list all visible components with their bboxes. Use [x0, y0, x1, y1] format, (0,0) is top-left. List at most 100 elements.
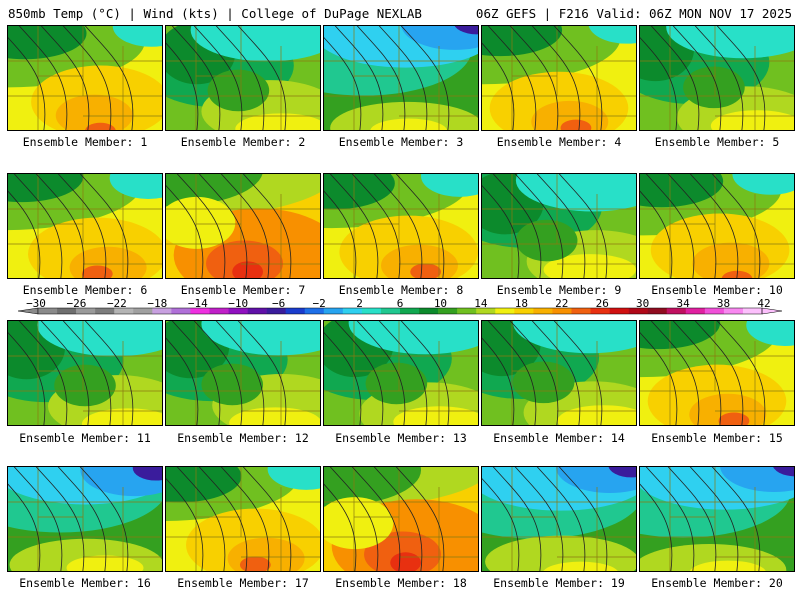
colorbar-tick-label: −14 [187, 297, 208, 310]
colorbar-segment [495, 308, 515, 314]
temperature-contour-fill [85, 122, 116, 130]
colorbar-segment [438, 308, 458, 314]
colorbar-segment [361, 308, 382, 314]
temperature-field [324, 467, 478, 571]
ensemble-member-panel[interactable] [323, 320, 479, 426]
temperature-contour-fill [410, 263, 442, 278]
temperature-contour-fill [166, 196, 236, 249]
state-boundaries [8, 26, 162, 130]
ensemble-member-panel[interactable] [165, 320, 321, 426]
temperature-contour-fill [531, 100, 609, 130]
colorbar-segment [704, 308, 725, 314]
temperature-contour-fill [710, 110, 794, 130]
ensemble-member-label: Ensemble Member: 2 [180, 135, 306, 149]
ensemble-member-panel[interactable] [165, 173, 321, 279]
state-boundaries [482, 467, 636, 571]
temperature-contour-fill [55, 94, 133, 130]
temperature-contour-fill [206, 240, 284, 278]
temperature-field [324, 321, 478, 425]
colorbar-segment [380, 308, 401, 314]
colorbar-segment [209, 308, 229, 314]
temperature-contour-fill [640, 174, 724, 208]
ensemble-member-panel[interactable] [323, 173, 479, 279]
temperature-contour-fill [201, 321, 320, 356]
state-boundaries [482, 26, 636, 130]
colorbar-segment [342, 308, 363, 314]
colorbar-segment [609, 308, 629, 314]
temperature-contour-fill [37, 321, 162, 357]
temperature-contour-fill [365, 362, 428, 405]
colorbar-segment [152, 308, 172, 314]
colorbar-tick-label: 6 [396, 297, 404, 310]
ensemble-member-panel[interactable] [481, 320, 637, 426]
temperature-contour-fill [588, 26, 636, 44]
ensemble-member-panel[interactable] [639, 466, 795, 572]
temperature-contour-fill [485, 535, 636, 571]
color-scale-bar [17, 307, 783, 315]
temperature-field [640, 174, 794, 278]
ensemble-member-panel[interactable] [7, 320, 163, 426]
height-contours [324, 467, 445, 571]
ensemble-member-label: Ensemble Member: 16 [19, 576, 151, 590]
colorbar-segment [514, 308, 534, 314]
temperature-field [324, 26, 478, 130]
temperature-field [482, 467, 636, 571]
temperature-contour-fill [683, 66, 745, 109]
temperature-contour-fill [421, 174, 478, 197]
ensemble-member-panel[interactable] [323, 466, 479, 572]
ensemble-member-label: Ensemble Member: 18 [335, 576, 467, 590]
temperature-contour-fill [640, 321, 721, 350]
temperature-contour-fill [689, 560, 766, 571]
temperature-field [8, 321, 162, 425]
temperature-contour-fill [8, 26, 87, 60]
ensemble-member-label: Ensemble Member: 17 [177, 576, 309, 590]
temperature-contour-fill [718, 412, 750, 425]
temperature-contour-fill [720, 467, 794, 492]
ensemble-member-panel[interactable] [7, 466, 163, 572]
ensemble-member-panel[interactable] [7, 25, 163, 131]
ensemble-member-panel[interactable] [7, 173, 163, 279]
ensemble-member-label: Ensemble Member: 5 [654, 135, 780, 149]
ensemble-member-panel[interactable] [639, 25, 795, 131]
height-contours [482, 174, 608, 278]
height-contours [640, 26, 766, 130]
temperature-field [166, 174, 320, 278]
height-contours [324, 26, 450, 130]
colorbar-segment [57, 308, 77, 314]
ensemble-member-panel[interactable] [639, 173, 795, 279]
colorbar-segment [95, 308, 115, 314]
temperature-contour-fill [324, 467, 421, 507]
ensemble-member-label: Ensemble Member: 7 [180, 283, 306, 297]
temperature-field [166, 26, 320, 130]
temperature-field [640, 26, 794, 130]
ensemble-member-panel[interactable] [165, 466, 321, 572]
colorbar-segment [647, 308, 668, 314]
ensemble-member-panel[interactable] [165, 25, 321, 131]
temperature-contour-fill [401, 26, 478, 50]
ensemble-member-panel[interactable] [481, 173, 637, 279]
temperature-field [8, 174, 162, 278]
colorbar-tick-label: −6 [272, 297, 286, 310]
ensemble-member-panel[interactable] [323, 25, 479, 131]
colorbar-tick-label: 30 [636, 297, 650, 310]
height-contours [324, 321, 450, 425]
temperature-contour-fill [348, 321, 478, 355]
height-contours [8, 26, 134, 130]
temperature-field [166, 321, 320, 425]
state-boundaries [166, 26, 320, 130]
ensemble-member-panel[interactable] [639, 320, 795, 426]
ensemble-member-label: Ensemble Member: 13 [335, 431, 467, 445]
ensemble-member-panel[interactable] [481, 466, 637, 572]
ensemble-member-panel[interactable] [481, 25, 637, 131]
ensemble-member-label: Ensemble Member: 4 [496, 135, 622, 149]
ensemble-member-label: Ensemble Member: 9 [496, 283, 622, 297]
colorbar-tick-label: −30 [26, 297, 46, 310]
state-boundaries [324, 467, 478, 571]
valid-time: 06Z GEFS | F216 Valid: 06Z MON NOV 17 20… [475, 6, 792, 21]
colorbar-segment [114, 308, 134, 314]
temperature-field [166, 467, 320, 571]
height-contours [482, 467, 608, 571]
ensemble-member-label: Ensemble Member: 15 [651, 431, 783, 445]
temperature-contour-fill [370, 118, 448, 130]
temperature-contour-fill [112, 26, 162, 47]
